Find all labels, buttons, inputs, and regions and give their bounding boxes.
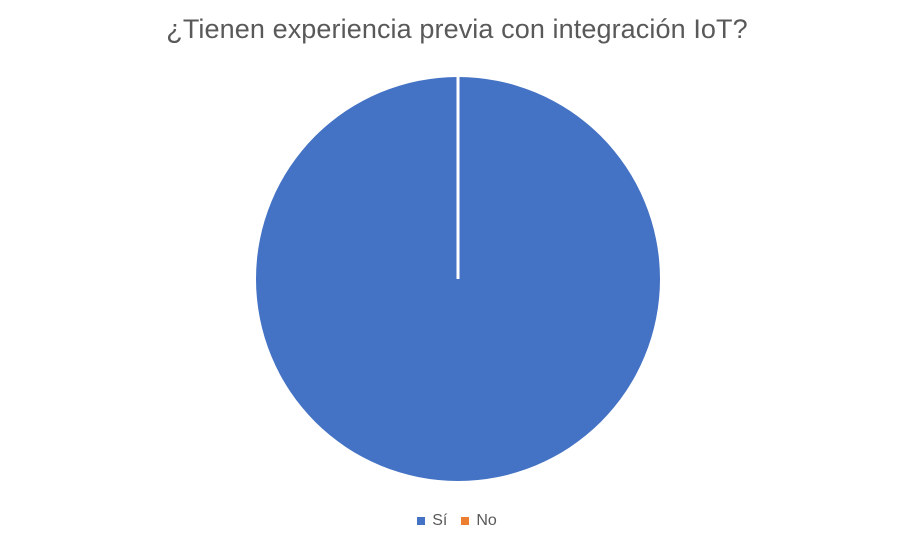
pie-slices [256,77,660,481]
legend: Sí No [0,512,914,530]
chart-title: ¿Tienen experiencia previa con integraci… [166,14,748,44]
legend-item-no[interactable]: No [461,512,497,530]
legend-swatch-si [417,517,426,525]
legend-item-si[interactable]: Sí [417,512,447,530]
legend-swatch-no [461,517,470,525]
legend-label-si: Sí [432,512,448,529]
legend-label-no: No [476,512,497,529]
